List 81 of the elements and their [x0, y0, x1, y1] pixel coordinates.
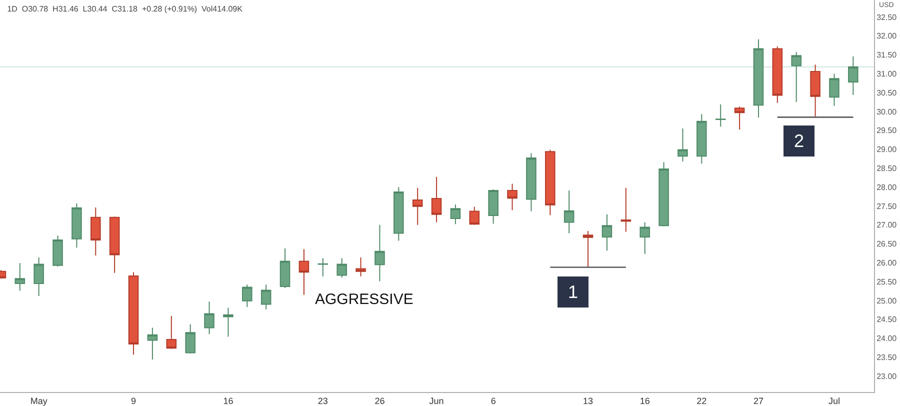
y-tick-label: 28.50: [876, 164, 898, 174]
y-tick-label: 26.00: [876, 258, 898, 268]
text: 1D O30.78 H31.46 L30.44 C31.18 +0.28 (+0.91%) Vol414.09K: [7, 4, 244, 14]
y-tick-label: 24.50: [876, 315, 898, 324]
annotation: 2: [794, 131, 804, 151]
candlestick: [620, 187, 632, 232]
candlestick: [72, 202, 82, 248]
x-tick-label: 27: [753, 396, 764, 406]
x-tick-label: 26: [374, 396, 385, 406]
candlestick: [14, 262, 26, 292]
candlestick: [318, 258, 328, 277]
y-tick-label: 23.00: [876, 372, 898, 381]
candlestick: [829, 73, 840, 106]
x-tick-label: 22: [696, 396, 707, 406]
candlestick: [469, 206, 480, 226]
candlestick: [582, 230, 594, 268]
candlestick: [280, 248, 290, 289]
candlestick: [431, 176, 442, 223]
y-tick-label: 23.50: [876, 353, 898, 362]
y-tick-label: 32.00: [876, 32, 898, 41]
candlestick: [260, 284, 272, 310]
candlestick: [488, 188, 498, 224]
y-tick-label: 27.50: [876, 202, 898, 211]
y-tick-label: 28.00: [876, 182, 898, 192]
x-tick-label: 23: [318, 396, 328, 406]
candlestick: [658, 162, 669, 227]
candlestick: [810, 64, 820, 117]
candlestick: [602, 214, 612, 252]
candlestick: [545, 149, 556, 216]
candlestick: [147, 327, 158, 360]
candlestick: [204, 301, 214, 335]
y-tick-label: 25.50: [876, 277, 898, 286]
candlestick: [640, 222, 650, 255]
x-tick-label: 16: [640, 396, 650, 406]
candlestick: [753, 38, 764, 118]
candlestick: [223, 307, 234, 338]
candlestick: [848, 56, 858, 96]
x-tick-label: Jul: [828, 396, 840, 406]
y-tick-label: 32.50: [876, 12, 898, 22]
x-tick-label: 6: [490, 396, 496, 406]
candlestick: [166, 316, 177, 350]
candlestick: [336, 258, 347, 278]
candlestick: [734, 106, 745, 130]
candlestick: [90, 207, 101, 256]
candlestick: [109, 216, 120, 274]
candlestick: [356, 256, 366, 277]
x-tick-label: Jun: [429, 396, 444, 406]
candlestick: [791, 52, 802, 103]
y-tick-label: 24.00: [876, 334, 898, 344]
y-tick-label: 30.00: [876, 107, 898, 116]
x-tick-label: 16: [223, 396, 234, 406]
candlestick: [678, 128, 688, 162]
y-tick-label: 30.50: [876, 88, 898, 98]
candlestick: [526, 152, 536, 212]
candlestick: [374, 224, 385, 282]
y-tick-label: 26.50: [876, 240, 898, 249]
candlestick: [298, 248, 310, 296]
y-tick-label: 29.00: [876, 145, 898, 154]
y-tick-label: 29.50: [876, 126, 898, 136]
x-tick-label: 9: [131, 396, 136, 406]
candlestick: [394, 186, 404, 242]
candlestick: [507, 183, 518, 211]
candlestick: [715, 104, 726, 128]
candlestick: [564, 190, 574, 234]
y-tick-label: 31.00: [876, 70, 898, 79]
annotation: 1: [568, 282, 578, 302]
candlestick: [772, 46, 783, 104]
candlestick: [185, 324, 196, 354]
candlestick: [450, 204, 461, 225]
candlestick: [34, 256, 44, 296]
candlestick: [52, 235, 63, 267]
candlestick: [128, 272, 139, 356]
candlestick: [696, 114, 707, 164]
y-tick-label: 27.00: [876, 220, 898, 230]
x-tick-label: 13: [583, 396, 594, 406]
y-tick-label: 25.00: [876, 296, 898, 306]
candlestick: [412, 187, 423, 226]
x-tick-label: May: [30, 396, 48, 406]
candlestick: [242, 284, 252, 308]
annotation: AGGRESSIVE: [315, 291, 414, 308]
y-tick-label: 31.50: [876, 50, 898, 60]
